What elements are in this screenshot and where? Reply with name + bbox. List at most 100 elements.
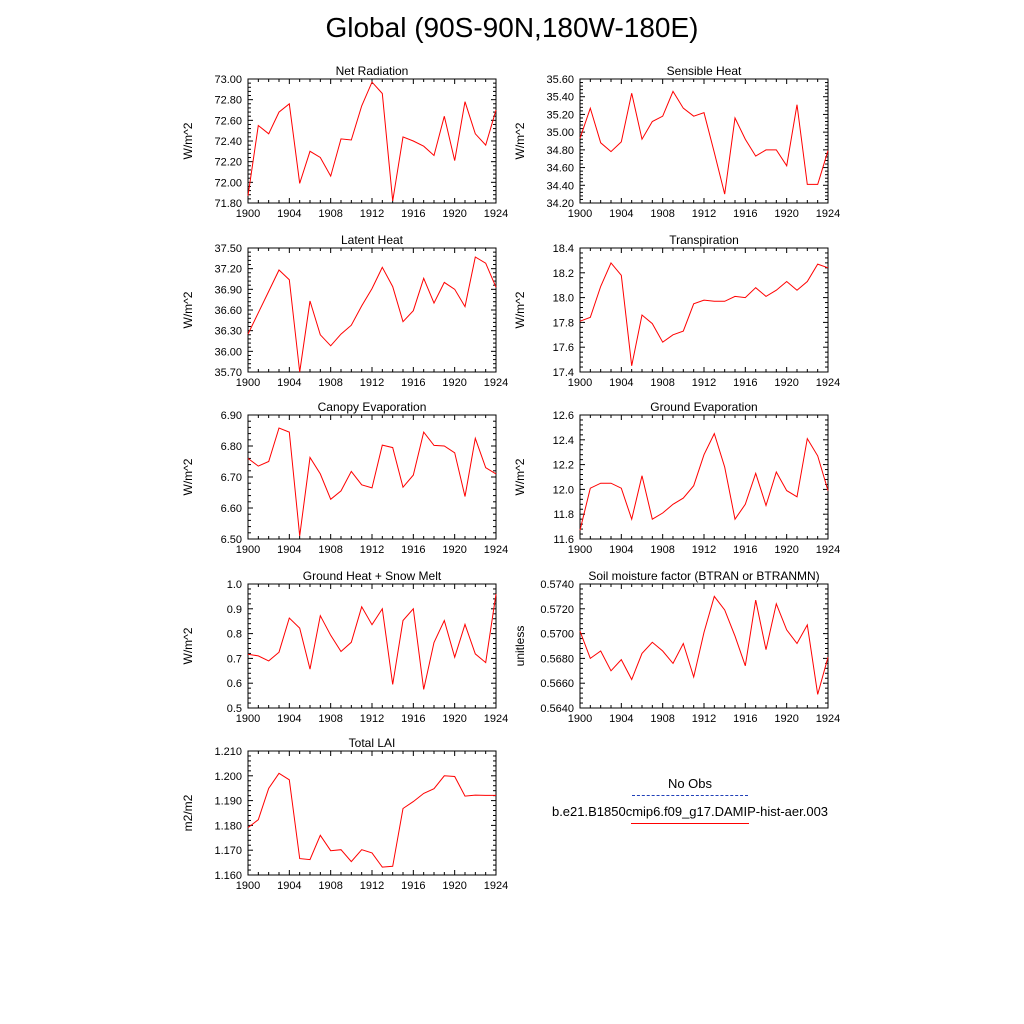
panel-9-xtick-label: 1924	[484, 880, 508, 892]
panel-6-xtick-label: 1924	[816, 544, 840, 556]
panel-5-series-line	[247, 427, 497, 536]
panel-6-xtick-label: 1916	[733, 544, 757, 556]
panel-4-xtick-label: 1908	[650, 377, 674, 389]
panel-9-ytick-label: 1.180	[214, 820, 242, 832]
panel-8-ytick-label: 0.5640	[540, 703, 574, 715]
panel-7-xtick-label: 1908	[318, 713, 342, 725]
panel-6-ytick-label: 12.2	[553, 460, 574, 472]
panel-7-ytick-label: 1.0	[227, 579, 242, 591]
panel-8-ytick-label: 0.5700	[540, 629, 574, 641]
panel-5-ytick-label: 6.60	[221, 503, 242, 515]
panel-2-series-line	[579, 90, 829, 195]
panel-9-title: Total LAI	[349, 736, 396, 750]
panel-2-title: Sensible Heat	[667, 64, 742, 78]
panel-6-xtick-label: 1900	[568, 544, 592, 556]
panel-6-ytick-label: 12.6	[553, 410, 574, 422]
panel-3-title: Latent Heat	[341, 233, 404, 247]
panel-3-ytick-label: 37.20	[214, 264, 242, 276]
panel-3-ylabel: W/m^2	[181, 291, 195, 328]
panel-6-ytick-label: 11.8	[553, 509, 574, 521]
panel-4-ytick-label: 17.8	[553, 317, 574, 329]
panel-9-ylabel: m2/m2	[181, 794, 195, 831]
panel-3-ytick-label: 36.60	[214, 305, 242, 317]
panel-2-xtick-label: 1924	[816, 208, 840, 220]
panel-5-xtick-label: 1908	[318, 544, 342, 556]
legend-model-label: b.e21.B1850cmip6.f09_g17.DAMIP-hist-aer.…	[551, 804, 829, 819]
panel-2-ytick-label: 35.00	[546, 127, 574, 139]
panel-1-ytick-label: 72.40	[214, 136, 242, 148]
panel-1-ytick-label: 71.80	[214, 198, 242, 210]
panel-5-xtick-label: 1912	[360, 544, 384, 556]
panel-2-xtick-label: 1908	[650, 208, 674, 220]
panel-4-ylabel: W/m^2	[513, 291, 527, 328]
panel-7-xtick-label: 1900	[236, 713, 260, 725]
legend-obs-label: No Obs	[667, 776, 713, 791]
panel-5-ytick-label: 6.70	[221, 472, 242, 484]
panel-6-xtick-label: 1904	[609, 544, 633, 556]
panel-4-title: Transpiration	[669, 233, 739, 247]
panel-7-frame	[247, 583, 497, 709]
panel-4-ytick-label: 18.2	[553, 268, 574, 280]
panel-4-xtick-label: 1912	[692, 377, 716, 389]
panel-5-ytick-label: 6.80	[221, 441, 242, 453]
panel-8-series-line	[579, 595, 829, 695]
panel-9-xtick-label: 1912	[360, 880, 384, 892]
panel-1-frame	[247, 78, 497, 204]
panel-3-series-line	[247, 256, 497, 373]
panel-4-xtick-label: 1904	[609, 377, 633, 389]
panel-4-xtick-label: 1916	[733, 377, 757, 389]
panel-7-title: Ground Heat + Snow Melt	[303, 569, 442, 583]
panel-4-ytick-label: 17.6	[553, 342, 574, 354]
panel-9-ytick-label: 1.190	[214, 796, 242, 808]
page-title: Global (90S-90N,180W-180E)	[325, 12, 699, 43]
panel-7-xtick-label: 1904	[277, 713, 301, 725]
panel-8-frame	[579, 583, 829, 709]
panel-6-ytick-label: 11.6	[553, 534, 574, 546]
panel-5-ytick-label: 6.50	[221, 534, 242, 546]
panel-1-ytick-label: 73.00	[214, 74, 242, 86]
panel-4-xtick-label: 1924	[816, 377, 840, 389]
panel-1-xtick-label: 1904	[277, 208, 301, 220]
panel-9-xtick-label: 1916	[401, 880, 425, 892]
panel-1-xtick-label: 1908	[318, 208, 342, 220]
panel-8-xtick-label: 1916	[733, 713, 757, 725]
panel-6-frame	[579, 414, 829, 540]
panel-7-xtick-label: 1924	[484, 713, 508, 725]
panel-8-xtick-label: 1908	[650, 713, 674, 725]
panel-8-xtick-label: 1912	[692, 713, 716, 725]
panel-1-ytick-label: 72.00	[214, 177, 242, 189]
legend-model-swatch	[631, 823, 749, 824]
panel-4-xtick-label: 1900	[568, 377, 592, 389]
panel-2-xtick-label: 1904	[609, 208, 633, 220]
panel-1-ytick-label: 72.80	[214, 95, 242, 107]
panel-4-ytick-label: 18.4	[553, 243, 574, 255]
panel-2-ytick-label: 35.20	[546, 109, 574, 121]
panel-7-xtick-label: 1920	[442, 713, 466, 725]
panel-7-ytick-label: 0.6	[227, 678, 242, 690]
panel-5-title: Canopy Evaporation	[318, 400, 427, 414]
panel-9-ytick-label: 1.200	[214, 771, 242, 783]
panel-4-ytick-label: 18.0	[553, 293, 574, 305]
panel-9-xtick-label: 1908	[318, 880, 342, 892]
panel-2-ytick-label: 35.40	[546, 92, 574, 104]
panel-4-frame	[579, 247, 829, 373]
panel-4-xtick-label: 1920	[774, 377, 798, 389]
panel-3-xtick-label: 1924	[484, 377, 508, 389]
panel-9-xtick-label: 1904	[277, 880, 301, 892]
panel-8-xtick-label: 1904	[609, 713, 633, 725]
panel-9-ytick-label: 1.160	[214, 870, 242, 882]
panel-6-series-line	[579, 432, 829, 531]
panel-5-xtick-label: 1924	[484, 544, 508, 556]
panel-9-xtick-label: 1920	[442, 880, 466, 892]
panel-3-ytick-label: 36.30	[214, 326, 242, 338]
panel-7-ytick-label: 0.5	[227, 703, 242, 715]
panel-5-frame	[247, 414, 497, 540]
panel-7-series-line	[247, 593, 497, 690]
panel-1-title: Net Radiation	[336, 64, 409, 78]
panel-7-ytick-label: 0.7	[227, 653, 242, 665]
panel-5-xtick-label: 1916	[401, 544, 425, 556]
panel-7-xtick-label: 1912	[360, 713, 384, 725]
panel-3-xtick-label: 1908	[318, 377, 342, 389]
panel-9-series-line	[247, 772, 496, 868]
